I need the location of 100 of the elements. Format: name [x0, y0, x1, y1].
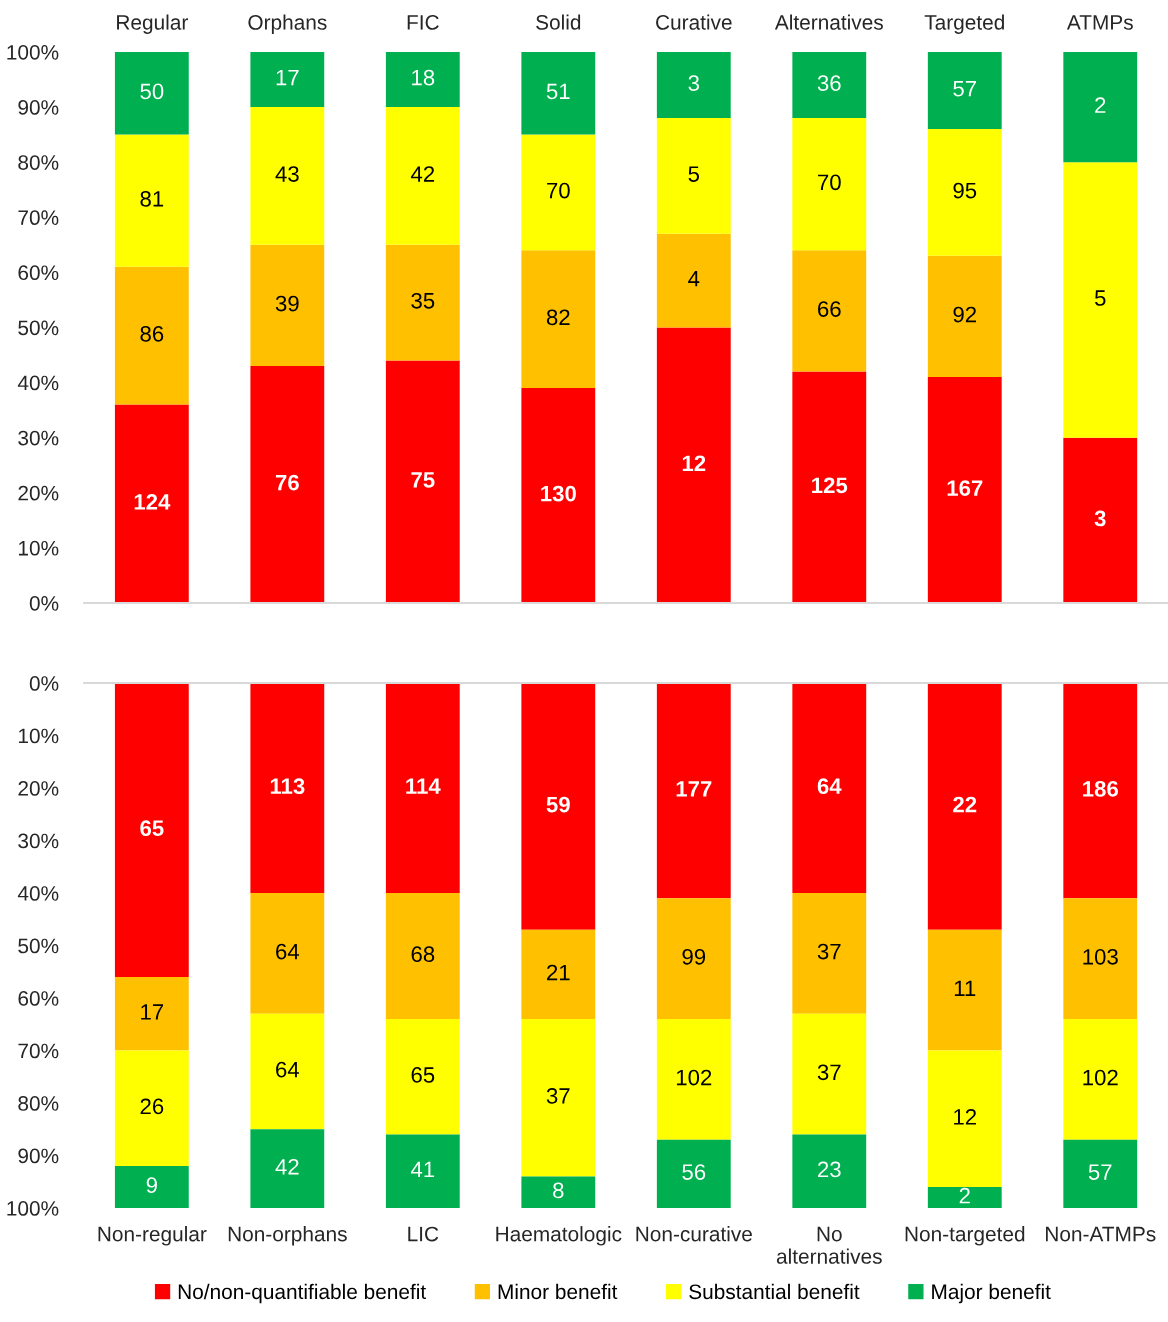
annotation: 65	[140, 820, 164, 837]
bar	[656, 327, 731, 603]
x-tick-label: No alternatives	[776, 1226, 882, 1264]
bar	[792, 893, 867, 1014]
y-tick-label: 0%	[29, 595, 59, 611]
bar	[521, 134, 596, 251]
annotation: 37	[817, 943, 841, 960]
annotation: 64	[276, 1061, 300, 1078]
annotation: 18	[412, 69, 435, 86]
annotation: 92	[953, 306, 977, 323]
bar	[656, 683, 731, 899]
bar	[114, 1166, 189, 1209]
annotation: 37	[817, 1064, 841, 1081]
bar	[792, 1134, 867, 1209]
annotation: 76	[275, 474, 299, 491]
annotation: 95	[953, 182, 977, 199]
y-tick-label: 60%	[18, 265, 59, 281]
bar	[656, 1019, 731, 1140]
y-tick-label: 10%	[18, 728, 59, 744]
x-tick-label: Non-curative	[636, 1226, 752, 1242]
annotation: 3	[1094, 510, 1106, 527]
annotation: 186	[1083, 780, 1118, 797]
bar	[927, 929, 1002, 1051]
annotation: 56	[682, 1164, 706, 1180]
annotation: 26	[140, 1098, 164, 1115]
annotation: 99	[682, 948, 706, 965]
annotation: 4	[688, 271, 700, 287]
annotation: 66	[818, 301, 841, 317]
legend-label: Major benefit	[932, 1283, 1051, 1304]
x-tick-label: Non-targeted	[905, 1226, 1025, 1246]
bar	[927, 377, 1002, 603]
annotation: 114	[406, 778, 441, 794]
annotation: 59	[546, 796, 570, 813]
bar	[927, 1050, 1002, 1188]
y-tick-label: 100%	[7, 44, 59, 60]
bar	[927, 683, 1002, 930]
annotation: 57	[953, 80, 977, 97]
y-tick-label: 70%	[18, 210, 59, 226]
annotation: 64	[817, 778, 842, 795]
x-tick-label: Solid	[536, 14, 581, 30]
bar	[385, 107, 460, 245]
annotation: 102	[1083, 1069, 1118, 1086]
bar	[521, 929, 596, 1020]
annotation: 167	[947, 480, 983, 496]
bar	[521, 250, 596, 389]
bar	[385, 1134, 460, 1209]
bar	[114, 977, 189, 1051]
bar	[656, 51, 731, 119]
bar	[1063, 437, 1138, 603]
annotation: 39	[275, 295, 299, 312]
bar	[927, 129, 1002, 256]
bar	[1063, 162, 1138, 438]
annotation: 64	[276, 943, 300, 960]
bar	[250, 1129, 325, 1209]
y-tick-label: 0%	[29, 676, 59, 691]
x-tick-label: Alternatives	[774, 14, 883, 30]
annotation: 86	[140, 325, 164, 342]
x-tick-label: Orphans	[248, 14, 327, 34]
bar	[521, 388, 596, 603]
y-tick-label: 100%	[7, 1201, 59, 1216]
annotation: 21	[547, 964, 570, 981]
annotation: 36	[817, 75, 841, 91]
bar	[927, 1187, 1002, 1209]
legend-label: Substantial benefit	[689, 1283, 860, 1300]
bar	[385, 244, 460, 361]
annotation: 130	[541, 485, 576, 502]
bar	[792, 1013, 867, 1135]
y-tick-label: 40%	[17, 886, 59, 901]
annotation: 57	[1088, 1164, 1112, 1180]
annotation: 113	[270, 778, 305, 795]
bar	[792, 683, 867, 894]
annotation: 50	[140, 83, 164, 100]
bar	[114, 404, 189, 603]
annotation: 8	[553, 1182, 564, 1199]
bar	[1063, 1139, 1138, 1209]
annotation: 35	[411, 292, 435, 309]
y-tick-label: 20%	[18, 485, 59, 501]
annotation: 3	[688, 75, 699, 91]
bar	[114, 683, 189, 978]
bar	[250, 893, 325, 1014]
bar	[792, 250, 867, 372]
annotation: 12	[682, 455, 706, 471]
y-tick-label: 60%	[18, 991, 59, 1006]
annotation: 23	[818, 1161, 841, 1178]
x-tick-label: LIC	[408, 1226, 439, 1242]
annotation: 2	[1095, 97, 1106, 113]
bar	[656, 118, 731, 234]
annotation: 17	[141, 1004, 164, 1020]
bar	[385, 360, 460, 603]
annotation: 51	[546, 83, 570, 100]
bar	[385, 1019, 460, 1135]
legend-label: Minor benefit	[498, 1283, 618, 1300]
bar	[1063, 683, 1138, 899]
annotation: 2	[959, 1187, 970, 1204]
y-tick-label: 90%	[18, 1148, 59, 1164]
annotation: 75	[411, 472, 435, 488]
y-tick-label: 30%	[18, 833, 59, 849]
bar	[114, 1050, 189, 1167]
bar	[656, 898, 731, 1020]
y-tick-label: 80%	[18, 155, 59, 170]
